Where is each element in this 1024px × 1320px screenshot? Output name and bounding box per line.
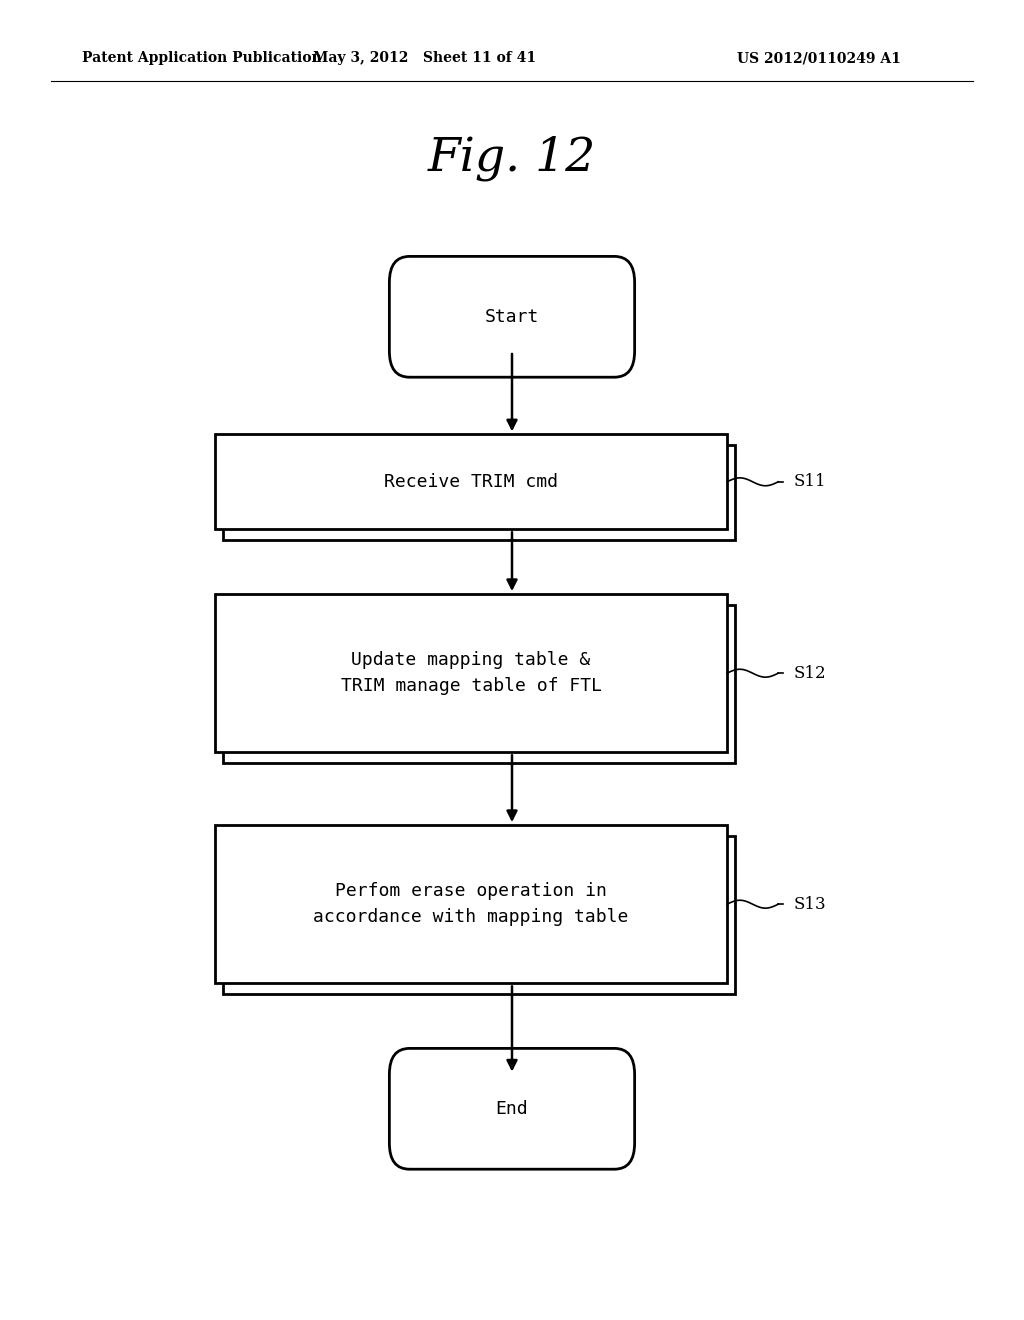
Text: S12: S12: [794, 665, 826, 681]
Text: Receive TRIM cmd: Receive TRIM cmd: [384, 473, 558, 491]
Text: Patent Application Publication: Patent Application Publication: [82, 51, 322, 65]
Text: Perfom erase operation in
accordance with mapping table: Perfom erase operation in accordance wit…: [313, 882, 629, 927]
Text: S11: S11: [794, 474, 826, 490]
Bar: [215, 825, 727, 983]
Text: US 2012/0110249 A1: US 2012/0110249 A1: [737, 51, 901, 65]
Bar: [223, 445, 735, 540]
FancyBboxPatch shape: [389, 256, 635, 378]
Bar: [215, 594, 727, 752]
FancyBboxPatch shape: [389, 1048, 635, 1170]
Text: End: End: [496, 1100, 528, 1118]
Text: S13: S13: [794, 896, 826, 912]
Text: May 3, 2012   Sheet 11 of 41: May 3, 2012 Sheet 11 of 41: [313, 51, 537, 65]
Bar: [223, 836, 735, 994]
Bar: [215, 434, 727, 529]
Text: Start: Start: [484, 308, 540, 326]
Text: Fig. 12: Fig. 12: [428, 136, 596, 181]
Bar: [223, 605, 735, 763]
Text: Update mapping table &
TRIM manage table of FTL: Update mapping table & TRIM manage table…: [341, 651, 601, 696]
